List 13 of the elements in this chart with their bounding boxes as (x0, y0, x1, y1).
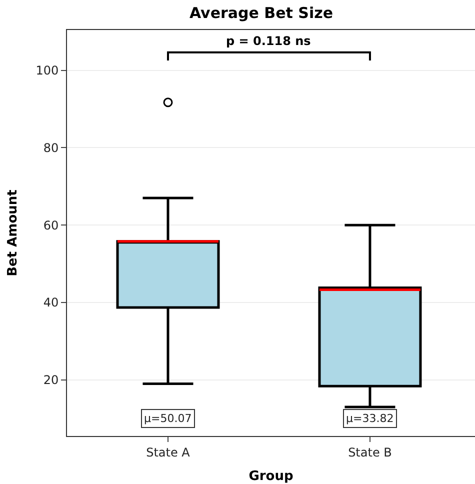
annotation: p = 0.118 ns (226, 34, 311, 48)
y-tick-label: 80 (43, 140, 59, 155)
x-axis-title: Group (248, 469, 294, 484)
y-tick-label: 40 (43, 296, 59, 310)
x-tick-label: State B (348, 445, 392, 460)
y-tick-label: 60 (43, 218, 59, 232)
annotation: μ=50.07 (144, 412, 192, 425)
annotation: μ=33.82 (346, 412, 394, 425)
y-axis-title: Bet Amount (6, 190, 21, 276)
y-tick-label: 20 (43, 373, 59, 388)
chart-title: Average Bet Size (189, 4, 334, 22)
x-tick-label: State A (146, 445, 191, 460)
y-tick-label: 100 (36, 63, 59, 78)
